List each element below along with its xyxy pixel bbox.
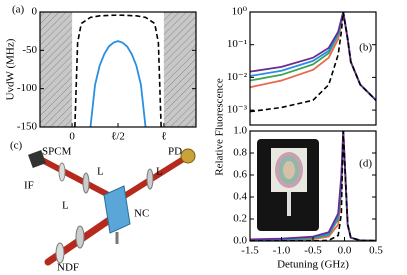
panel: 0 -50 -100 -150 0 ℓ/2 ℓ (a) UvdW (MHz) [5,4,197,143]
y-tick-label: 0.6 [233,169,247,181]
x-tick-label: -1.0 [273,245,291,257]
panel-label: (a) [12,4,25,16]
series-line [250,12,376,113]
x-tick-label: -1.5 [241,245,259,257]
y-tick-label: -100 [17,82,38,94]
x-tick-label: ℓ/2 [111,131,125,143]
series-line [74,14,162,127]
x-tick-label: ℓ [161,131,166,143]
label: L [97,166,104,178]
inset-photo [257,139,319,231]
filter [58,162,66,182]
label: L [156,166,163,178]
label: PD [168,146,182,158]
label: IF [24,180,34,192]
panel: 10⁻³ 10⁻² 10⁻¹ 10⁰ (b) Relative Fluorescence [214,6,377,176]
label: NC [134,208,149,220]
x-tick-label: 0.5 [369,245,383,257]
hatch-region [163,12,196,127]
panel-label: (c) [10,140,23,152]
label: SPCM [42,146,72,158]
nd-filter [55,242,65,264]
y-tick-label: 0.8 [233,147,247,159]
frame [249,11,377,126]
lens [82,172,90,194]
beam [39,157,121,203]
photodiode [180,148,196,164]
hatch-region [40,12,73,127]
x-axis-label: Detuning (GHz) [277,259,349,271]
y-tick-label: 10⁻² [227,71,248,83]
y-tick-label: 0 [32,6,38,18]
label: L [62,200,69,212]
ring [283,161,295,179]
x-tick-label: 0 [69,131,75,143]
y-tick-label: -50 [22,44,37,56]
y-tick-label: 0.0 [233,235,247,247]
y-tick-label: 10⁻¹ [227,38,247,50]
y-tick-label: 0.2 [233,213,247,225]
spcm-box [28,150,46,168]
y-tick-label: 10⁻³ [227,104,248,116]
label: NDF [57,262,79,274]
y-axis-label: Relative Fluorescence [214,78,226,176]
y-tick-label: 10⁰ [232,6,248,18]
x-tick-label: -0.5 [304,245,322,257]
stem [287,192,291,216]
panel-label: (d) [359,158,372,170]
x-tick-label: 0.0 [338,245,352,257]
y-tick-label: 0.4 [233,191,247,203]
panel-label: (b) [359,42,372,54]
setup-diagram: (c) SPCM PD IF L L L NC NDF [10,140,196,274]
nano-cell [103,185,131,234]
lens [146,168,154,190]
y-axis-label: UvdW (MHz) [5,38,17,100]
lens [75,225,85,249]
series-line [89,40,147,127]
y-tick-label: 1.0 [233,125,247,137]
y-tick-label: -150 [17,121,38,133]
